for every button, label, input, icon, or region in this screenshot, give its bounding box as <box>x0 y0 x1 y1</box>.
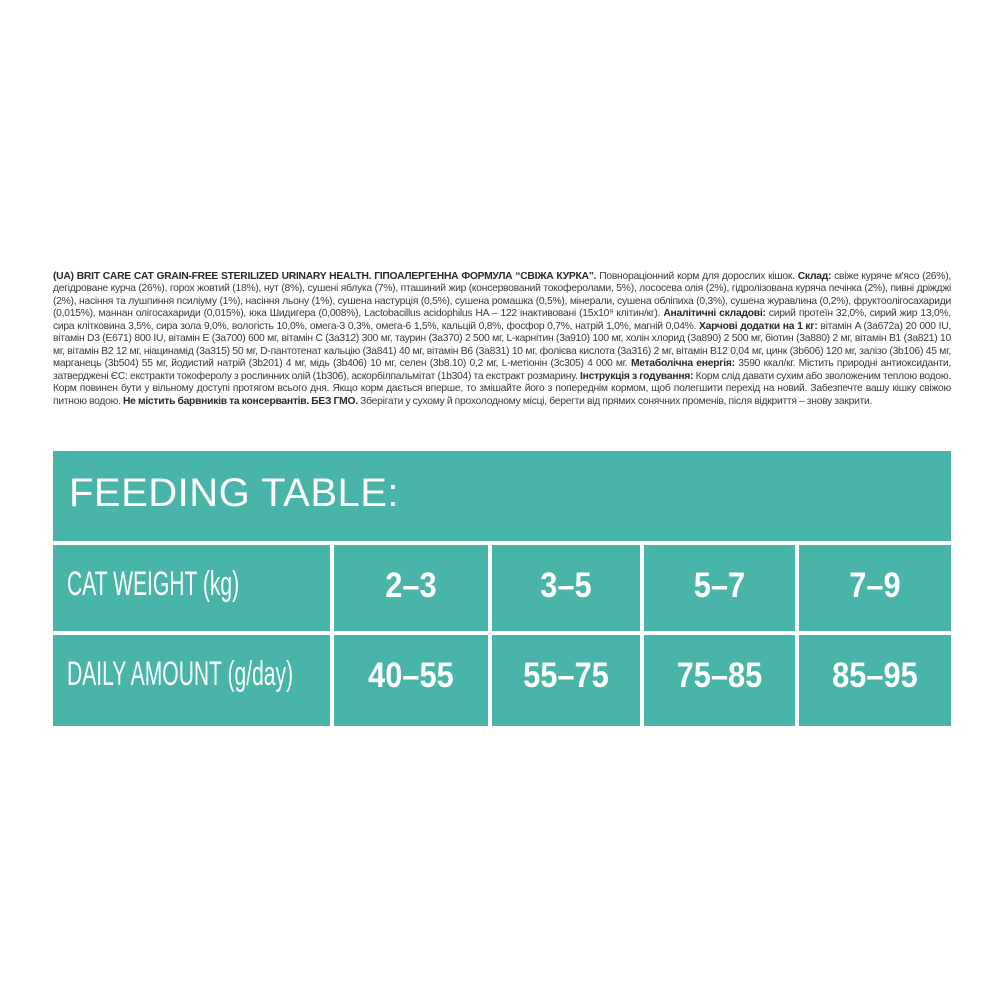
composition-segment: свіже куряче м'ясо (26%), дегідроване ку… <box>53 271 951 320</box>
table-cell: 55–75 <box>523 656 609 695</box>
composition-heading: Інструкція з годування: <box>580 370 694 382</box>
table-cell: 5–7 <box>693 566 746 605</box>
table-cell: 3–5 <box>540 566 592 605</box>
divider <box>53 541 951 545</box>
composition-segment: вітамін A (3a672a) 20 000 IU, вітамін D3… <box>53 320 952 370</box>
composition-heading: Метаболічна енергія: <box>630 358 735 370</box>
composition-segment: 3590 ккал/кг. Містить природні антиоксид… <box>53 358 951 382</box>
table-cell: 40–55 <box>368 656 454 695</box>
composition-segment: сирий протеїн 32,0%, сирий жир 13,0%, си… <box>53 308 951 332</box>
divider <box>795 545 799 726</box>
table-cell: 85–95 <box>832 656 918 695</box>
divider <box>488 545 492 726</box>
composition-segment: Повнораціонний корм для дорослих кішок. <box>596 271 798 282</box>
composition-heading: Не містить барвників та консервантів. БЕ… <box>122 395 358 407</box>
composition-heading: Харчові додатки на 1 кг: <box>699 320 818 332</box>
table-cell: 2–3 <box>385 566 437 605</box>
table-cell: 7–9 <box>849 566 901 605</box>
composition-heading: (UA) BRIT CARE CAT GRAIN-FREE STERILIZED… <box>53 271 597 282</box>
feeding-table-title: FEEDING TABLE: <box>69 471 400 515</box>
composition-segment: Корм слід давати сухим або зволоженим те… <box>53 370 951 407</box>
composition-segment: Зберігати у сухому й прохолодному місці,… <box>357 395 873 407</box>
divider <box>53 631 951 635</box>
divider <box>640 545 644 726</box>
daily-amount-label: DAILY AMOUNT (g/day) <box>67 655 294 693</box>
cat-weight-label: CAT WEIGHT (kg) <box>67 565 240 603</box>
composition-text: (UA) BRIT CARE CAT GRAIN-FREE STERILIZED… <box>53 271 951 408</box>
feeding-table: FEEDING TABLE: CAT WEIGHT (kg) 2–3 3–5 5… <box>53 451 951 726</box>
composition-heading: Аналітичні складові: <box>663 308 766 320</box>
table-cell: 75–85 <box>676 656 763 695</box>
composition-heading: Склад: <box>797 271 832 282</box>
divider <box>330 545 334 726</box>
